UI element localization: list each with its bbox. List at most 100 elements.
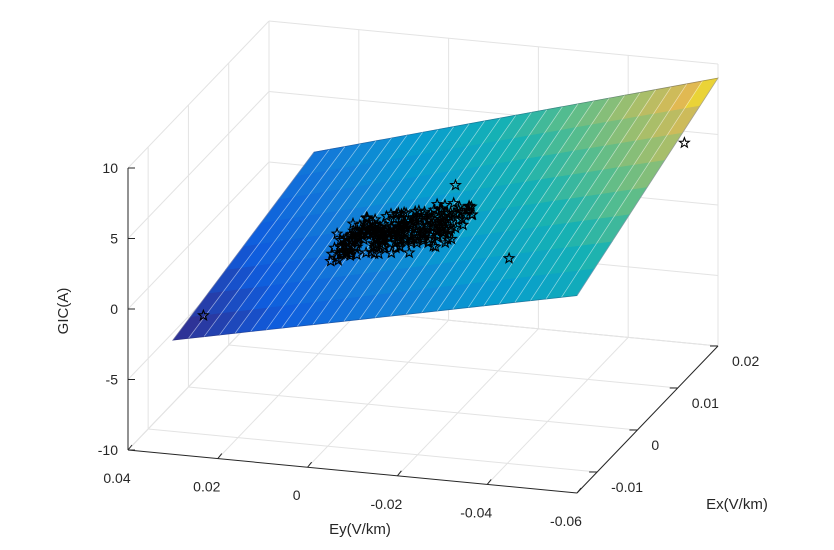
tick-labels: -10 -5 0 5 10 0.04 0.02 0 -0.02 -0.04 -0.06 -0.01 0 0…	[98, 160, 760, 529]
scatter-point	[329, 251, 343, 264]
scatter-point	[344, 246, 358, 260]
surface-mesh-line	[498, 92, 641, 305]
scatter-point	[447, 196, 461, 209]
y-tick-label: -0.02	[370, 496, 402, 512]
scatter-point	[409, 210, 423, 224]
scatter-point	[427, 203, 441, 216]
z-axis-label: GIC(A)	[55, 288, 72, 335]
scatter-point	[392, 227, 405, 241]
floor-grid-y	[486, 337, 629, 485]
scatter-point	[336, 233, 350, 246]
surface-mesh-line	[203, 146, 346, 337]
x-tick-label: 0.02	[732, 353, 759, 369]
scatter-point	[431, 229, 445, 242]
z-tick-label: -10	[98, 442, 118, 458]
scatter-point	[351, 236, 365, 249]
scatter-point	[677, 136, 691, 149]
scatter-point	[386, 226, 400, 239]
scatter-point	[330, 227, 344, 240]
scatter-point	[407, 214, 421, 227]
backwall-grid-z	[268, 20, 719, 65]
surface-mesh-line	[265, 134, 408, 331]
scatter-point	[197, 308, 210, 321]
z-tick-label: 5	[110, 231, 118, 247]
surface-mesh-line	[250, 137, 392, 332]
scatter-point	[455, 212, 469, 226]
surface-mesh-line	[467, 97, 610, 308]
y-tick-label: -0.04	[460, 504, 492, 520]
scatter-point	[449, 178, 462, 191]
scatter-point	[399, 206, 413, 220]
y-tick	[576, 487, 582, 494]
scatter-point	[368, 212, 382, 225]
scatter-point	[377, 241, 391, 254]
scatter-point	[450, 206, 464, 220]
scatter-point	[410, 236, 424, 249]
scatter-point	[445, 232, 459, 245]
surface-mesh-line	[545, 83, 688, 300]
y-tick	[397, 470, 402, 477]
z-tick-label: 10	[102, 160, 118, 176]
scatter-point	[426, 212, 440, 225]
scatter-point	[402, 245, 416, 259]
sidewall-grid-z	[127, 20, 270, 169]
scatter-point	[371, 223, 385, 236]
y-tick	[307, 461, 312, 468]
scatter-point	[426, 239, 440, 252]
surface-outline	[172, 77, 719, 341]
y-axis-line	[127, 449, 578, 494]
scatter-point	[354, 222, 368, 235]
scatter-point	[364, 245, 378, 258]
x-tick-label: 0	[651, 437, 659, 453]
scatter-point	[433, 214, 447, 228]
scatter-point	[405, 230, 418, 243]
surface-mesh-line	[452, 100, 594, 310]
scatter-point	[416, 229, 430, 243]
scatter-point	[464, 199, 478, 213]
scatter-point	[416, 224, 430, 237]
surface-mesh-line	[561, 80, 703, 298]
scatter-point	[502, 251, 516, 264]
floor-grid-x	[188, 386, 638, 431]
scatter-point	[441, 232, 455, 246]
floor-grid-y	[307, 319, 449, 468]
surface-mesh-line	[483, 95, 626, 307]
x-axis-label: Ex(V/km)	[706, 496, 768, 513]
z-tick-label: 0	[110, 301, 118, 317]
scatter-point	[357, 232, 371, 246]
y-tick	[217, 453, 223, 459]
y-tick	[127, 444, 133, 451]
surface-mesh-line	[436, 103, 579, 312]
scatter-point	[452, 213, 466, 226]
scatter-point	[376, 238, 390, 251]
scatter-point	[376, 217, 390, 230]
scatter-point	[368, 225, 381, 239]
scatter-point	[380, 209, 393, 222]
sidewall-grid-z	[127, 91, 270, 239]
y-tick-label: -0.06	[550, 513, 582, 529]
surface-mesh-line	[530, 86, 672, 301]
surface-mesh-line	[172, 151, 315, 341]
scatter-point	[340, 241, 353, 254]
y-axis-label: Ey(V/km)	[329, 521, 391, 538]
scatter-point	[414, 211, 427, 224]
y-tick	[486, 479, 492, 485]
sidewall-grid-z	[127, 161, 270, 310]
surface-mesh-line	[576, 77, 719, 296]
scatter-point	[443, 209, 457, 223]
surface-mesh-line	[514, 89, 657, 303]
scatter-point	[393, 239, 407, 252]
surface-mesh-line	[421, 106, 563, 313]
scatter-point	[438, 198, 452, 211]
scatter-point	[437, 225, 450, 239]
scatter-point	[408, 221, 422, 235]
floor-grid-x	[228, 344, 678, 389]
x-tick-label: 0.01	[692, 395, 719, 411]
scatter-point	[391, 230, 405, 243]
y-tick-label: 0.04	[103, 470, 130, 486]
surface-mesh-line	[405, 109, 548, 315]
scatter-point	[384, 246, 398, 259]
x-tick-label: -0.01	[611, 479, 643, 495]
floor-grid-x	[148, 428, 598, 473]
